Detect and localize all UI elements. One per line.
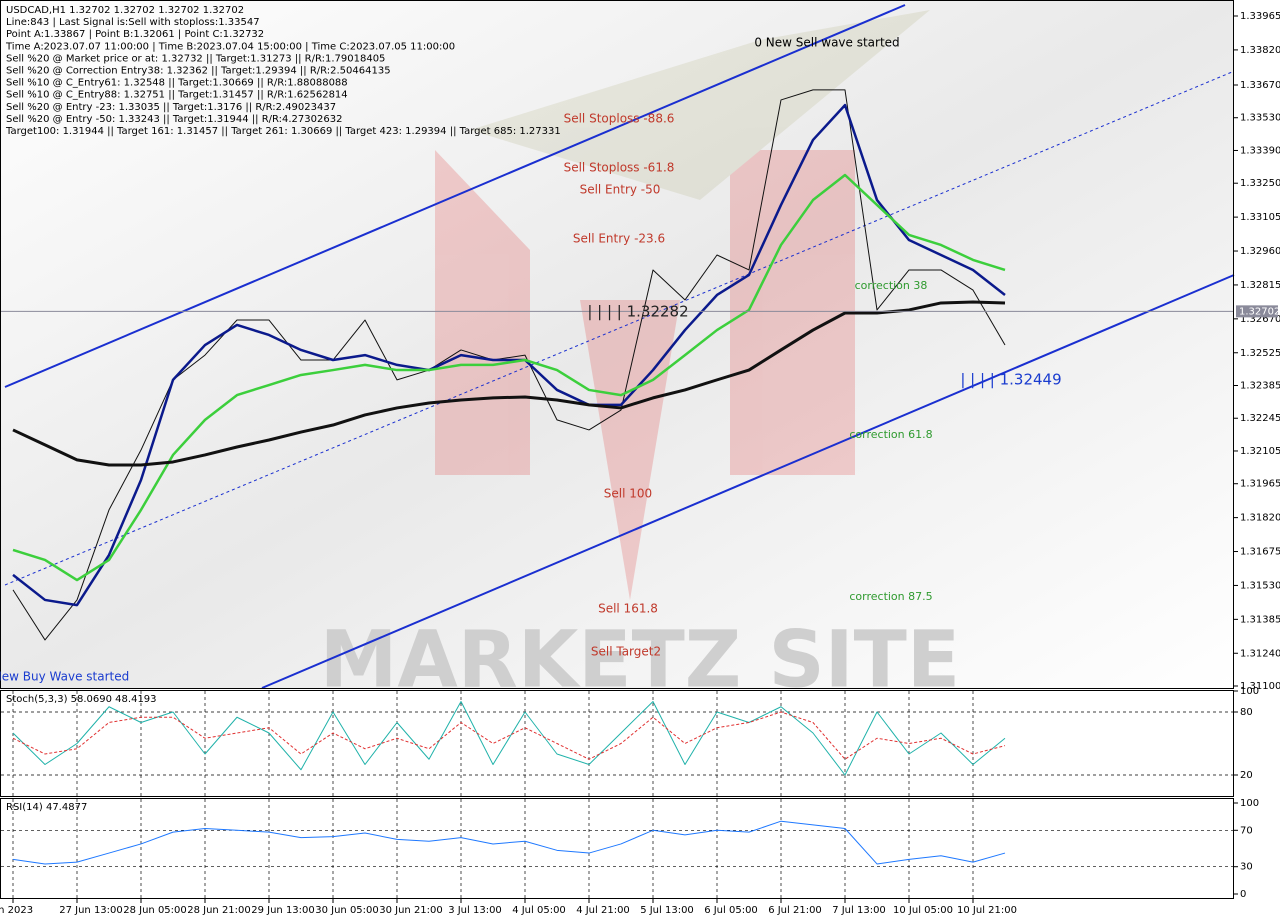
- y-tick-label: 1.32385: [1240, 380, 1280, 391]
- channel-lower: [261, 274, 1235, 689]
- x-tick-label: 27 Jun 13:00: [59, 905, 123, 916]
- y-tick-label: 1.31100: [1240, 681, 1280, 692]
- y-tick-label: 1.32245: [1240, 413, 1280, 424]
- x-tick-label: 4 Jul 05:00: [512, 905, 566, 916]
- y-tick-label: 1.32105: [1240, 446, 1280, 457]
- info-line: Sell %10 @ C_Entry61: 1.32548 || Target:…: [6, 78, 348, 89]
- annotation: correction 61.8: [849, 428, 932, 441]
- x-tick-label: 28 Jun 05:00: [123, 905, 187, 916]
- annotation: correction 38: [855, 279, 928, 292]
- y-tick-label: 1.33530: [1240, 113, 1280, 124]
- y-tick-label: 1.31530: [1240, 580, 1280, 591]
- x-tick-label: 4 Jul 21:00: [576, 905, 630, 916]
- info-line: USDCAD,H1 1.32702 1.32702 1.32702 1.3270…: [6, 5, 244, 16]
- info-line: Target100: 1.31944 || Target 161: 1.3145…: [5, 126, 561, 137]
- y-tick-label: 100: [1240, 798, 1259, 809]
- watermark-logo: [435, 10, 930, 600]
- y-tick-label: 1.33250: [1240, 178, 1280, 189]
- annotation: Sell 161.8: [598, 602, 658, 616]
- x-tick-label: 29 Jun 13:00: [251, 905, 315, 916]
- series-line: [12, 711, 1006, 760]
- stoch-frame: [0, 690, 1234, 797]
- annotation: correction 87.5: [849, 590, 932, 603]
- y-tick-label: 1.33965: [1240, 11, 1280, 22]
- main-frame: [0, 0, 1234, 689]
- y-tick-label: 0: [1240, 889, 1246, 900]
- annotation: Sell Entry -23.6: [573, 232, 665, 246]
- y-tick-label: 1.31820: [1240, 513, 1280, 524]
- annotation: 0 New Sell wave started: [754, 36, 899, 50]
- annotation: Sell Entry -50: [580, 183, 661, 197]
- annotation: Sell Stoploss -61.8: [564, 161, 675, 175]
- rsi-frame: [0, 798, 1234, 899]
- x-tick-label: 26 Jun 2023: [0, 905, 33, 916]
- y-tick-label: 30: [1240, 862, 1253, 873]
- y-tick-label: 1.33670: [1240, 80, 1280, 91]
- x-tick-label: 10 Jul 05:00: [893, 905, 953, 916]
- x-tick-label: 30 Jun 21:00: [379, 905, 443, 916]
- last-price-label: 1.32702: [1239, 306, 1280, 317]
- info-line: Time A:2023.07.07 11:00:00 | Time B:2023…: [5, 41, 455, 52]
- annotation: New Buy Wave started: [0, 670, 129, 684]
- y-tick-label: 1.33390: [1240, 145, 1280, 156]
- panel-title: RSI(14) 47.4877: [6, 802, 87, 813]
- y-tick-label: 20: [1240, 770, 1253, 781]
- x-tick-label: 30 Jun 05:00: [315, 905, 379, 916]
- y-tick-label: 1.31675: [1240, 547, 1280, 558]
- series-line: [12, 820, 1006, 865]
- annotation: | | | | 1.32282: [587, 303, 688, 321]
- series-line: [12, 103, 1006, 607]
- y-tick-label: 1.33820: [1240, 45, 1280, 56]
- y-tick-label: 1.31965: [1240, 479, 1280, 490]
- info-line: Sell %20 @ Entry -50: 1.33243 || Target:…: [6, 114, 342, 125]
- y-tick-label: 1.32815: [1240, 280, 1280, 291]
- x-tick-label: 28 Jun 21:00: [187, 905, 251, 916]
- info-line: Sell %10 @ C_Entry88: 1.32751 || Target:…: [6, 90, 348, 101]
- annotation: | | | | 1.32449: [960, 371, 1061, 389]
- x-tick-label: 3 Jul 13:00: [448, 905, 502, 916]
- x-tick-label: 5 Jul 13:00: [640, 905, 694, 916]
- info-line: Sell %20 @ Correction Entry38: 1.32362 |…: [6, 66, 391, 77]
- info-line: Sell %20 @ Market price or at: 1.32732 |…: [6, 53, 385, 64]
- info-line: Point A:1.33867 | Point B:1.32061 | Poin…: [6, 29, 264, 40]
- series-line: [12, 701, 1006, 776]
- panel-title: Stoch(5,3,3) 58.0690 48.4193: [6, 694, 157, 705]
- watermark: MARKETZ SITE: [320, 615, 960, 705]
- y-tick-label: 1.32525: [1240, 348, 1280, 359]
- x-tick-label: 6 Jul 05:00: [704, 905, 758, 916]
- channel-upper: [4, 4, 906, 388]
- series-line: [12, 300, 1006, 467]
- x-tick-label: 10 Jul 21:00: [957, 905, 1017, 916]
- last-price-box: [1236, 305, 1278, 318]
- y-tick-label: 1.32960: [1240, 246, 1280, 257]
- y-tick-label: 70: [1240, 825, 1253, 836]
- y-tick-label: 1.31385: [1240, 614, 1280, 625]
- info-line: Line:843 | Last Signal is:Sell with stop…: [6, 17, 260, 28]
- y-tick-label: 80: [1240, 707, 1253, 718]
- annotation: Sell Target2: [591, 645, 661, 659]
- annotation: Sell 100: [604, 487, 652, 501]
- y-tick-label: 1.32670: [1240, 314, 1280, 325]
- x-tick-label: 7 Jul 13:00: [832, 905, 886, 916]
- annotation: Sell Stoploss -88.6: [564, 112, 675, 126]
- y-tick-label: 1.31240: [1240, 648, 1280, 659]
- y-tick-label: 100: [1240, 686, 1259, 697]
- y-tick-label: 1.33105: [1240, 212, 1280, 223]
- series-line: [12, 173, 1006, 582]
- x-tick-label: 6 Jul 21:00: [768, 905, 822, 916]
- info-line: Sell %20 @ Entry -23: 1.33035 || Target:…: [6, 102, 336, 113]
